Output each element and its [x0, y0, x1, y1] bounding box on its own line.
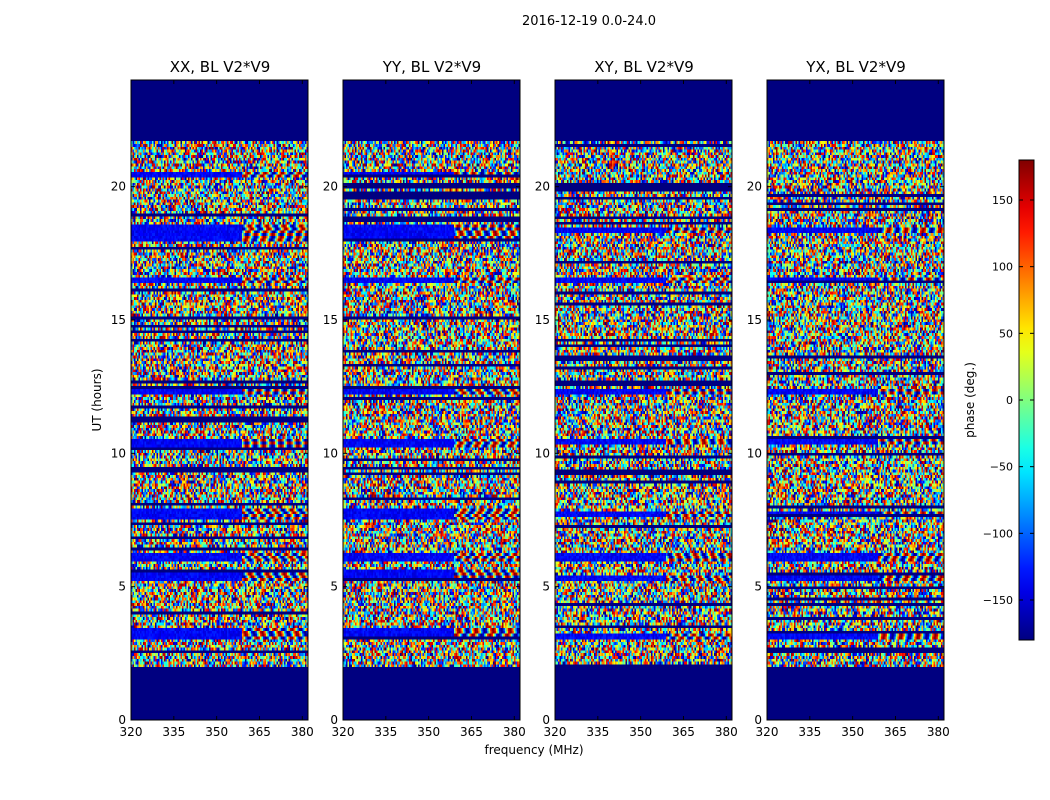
- y-tick-label: 15: [747, 313, 762, 327]
- x-tick-label: 320: [332, 725, 355, 739]
- y-tick-label: 0: [330, 713, 338, 727]
- x-tick-label: 380: [715, 725, 738, 739]
- x-tick-label: 365: [884, 725, 907, 739]
- heatmap-panel-2: 320 335 350 365 380 0 5 10 15 20: [323, 79, 526, 739]
- y-tick-label: 15: [535, 313, 550, 327]
- y-tick-label: 20: [535, 180, 550, 194]
- heatmap-panel-3: 320 335 350 365 380 0 5 10 15 20: [535, 79, 738, 739]
- heatmap-panel-1: 320 335 350 365 380 0 5 10 15 20: [111, 79, 314, 739]
- y-tick-label: 10: [323, 446, 338, 460]
- colorbar-tick-label: 100: [992, 261, 1013, 274]
- heatmap-image: [343, 80, 520, 720]
- x-tick-label: 350: [841, 725, 864, 739]
- x-tick-label: 350: [629, 725, 652, 739]
- colorbar: −150 −100 −50 0 50 100 150: [983, 159, 1035, 641]
- y-tick-label: 5: [330, 580, 338, 594]
- panel-title-xy: XY, BL V2*V9: [594, 58, 694, 76]
- y-tick-label: 10: [535, 446, 550, 460]
- y-tick-label: 20: [111, 180, 126, 194]
- x-tick-label: 350: [417, 725, 440, 739]
- colorbar-tick-label: 50: [999, 327, 1013, 340]
- x-tick-label: 380: [927, 725, 950, 739]
- x-tick-label: 335: [374, 725, 397, 739]
- heatmap-panel-4: 320 335 350 365 380 0 5 10 15 20: [747, 79, 950, 739]
- y-tick-label: 5: [754, 580, 762, 594]
- x-tick-label: 380: [503, 725, 526, 739]
- y-tick-label: 20: [747, 180, 762, 194]
- x-tick-label: 335: [586, 725, 609, 739]
- heatmap-image: [555, 80, 732, 720]
- colorbar-tick-label: 0: [1006, 394, 1013, 407]
- y-tick-label: 5: [542, 580, 550, 594]
- y-tick-label: 10: [747, 446, 762, 460]
- x-tick-label: 320: [544, 725, 567, 739]
- x-tick-label: 365: [460, 725, 483, 739]
- x-tick-label: 335: [798, 725, 821, 739]
- colorbar-tick-label: −50: [990, 461, 1013, 474]
- heatmap-image: [767, 80, 944, 720]
- colorbar-tick-label: 150: [992, 194, 1013, 207]
- figure-title: 2016-12-19 0.0-24.0: [522, 14, 656, 29]
- x-tick-label: 335: [162, 725, 185, 739]
- panel-title-yx: YX, BL V2*V9: [806, 58, 906, 76]
- x-tick-label: 350: [205, 725, 228, 739]
- y-tick-label: 10: [111, 446, 126, 460]
- heatmap-image: [131, 80, 308, 720]
- panel-title-yy: YY, BL V2*V9: [382, 58, 482, 76]
- colorbar-tick-label: −100: [983, 527, 1013, 540]
- x-tick-label: 365: [248, 725, 271, 739]
- y-tick-label: 0: [754, 713, 762, 727]
- x-axis-label: frequency (MHz): [484, 743, 584, 757]
- x-tick-label: 320: [756, 725, 779, 739]
- y-tick-label: 0: [118, 713, 126, 727]
- panel-frame: [130, 79, 309, 721]
- panel-title-xx: XX, BL V2*V9: [169, 58, 271, 76]
- x-tick-label: 320: [120, 725, 143, 739]
- colorbar-tick-label: −150: [983, 594, 1013, 607]
- y-tick-label: 20: [323, 180, 338, 194]
- y-tick-label: 15: [323, 313, 338, 327]
- x-tick-label: 380: [291, 725, 314, 739]
- x-tick-label: 365: [672, 725, 695, 739]
- y-tick-label: 5: [118, 580, 126, 594]
- panel-frame: [554, 79, 733, 721]
- y-tick-label: 15: [111, 313, 126, 327]
- panel-frame: [342, 79, 521, 721]
- panel-frame: [766, 79, 945, 721]
- y-tick-label: 0: [542, 713, 550, 727]
